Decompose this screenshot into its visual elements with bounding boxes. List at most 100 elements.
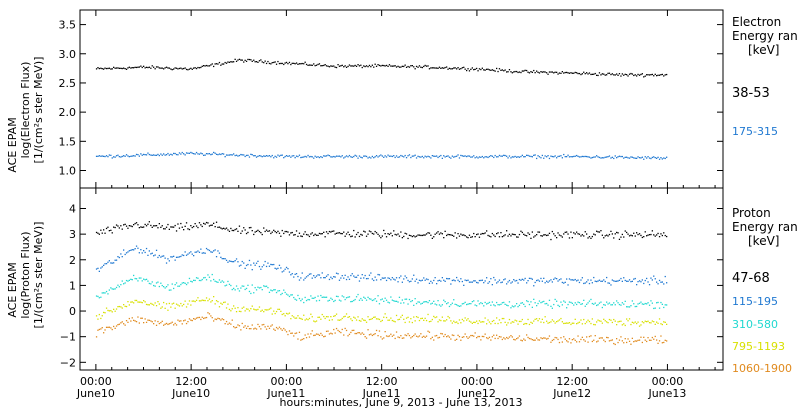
data-point [568,338,571,340]
data-point [374,276,376,278]
data-point [390,279,392,281]
data-point [200,279,202,282]
data-point [620,155,622,158]
y-tick-label: 2 [69,254,76,267]
data-point [244,267,246,269]
data-point [264,60,266,62]
data-point [476,281,478,284]
data-point [477,335,479,338]
data-point [228,283,231,285]
data-point [315,320,318,322]
data-point [101,68,103,70]
data-point [308,64,311,66]
data-point [374,156,376,158]
y-tick-label: 4 [69,203,76,216]
data-point [487,156,489,159]
data-point [477,157,479,159]
series-175-315 [95,151,668,160]
data-point [628,306,631,308]
data-point [291,332,293,334]
data-point [314,276,316,279]
data-point [481,155,483,158]
data-point [195,277,198,279]
data-point [658,340,661,342]
data-point [640,301,642,303]
data-point [130,249,132,251]
data-point [476,337,478,339]
data-point [468,320,471,322]
data-point [371,232,373,235]
data-point [180,67,182,69]
data-point [400,66,402,68]
data-point [134,155,136,157]
data-point [253,233,255,236]
data-point [317,333,319,335]
data-point [405,334,408,337]
data-point [573,304,575,306]
data-point [164,307,166,309]
data-point [185,306,188,308]
data-point [593,156,595,158]
data-point [263,323,265,326]
data-point [656,234,658,236]
proton-legend-unit: [keV] [748,234,779,248]
data-point [418,335,421,337]
data-point [537,302,539,305]
data-point [550,238,552,241]
data-point [357,274,359,276]
data-point [514,339,516,341]
data-point [347,156,349,158]
data-point [405,317,408,319]
data-point [194,223,196,225]
data-point [295,62,298,64]
data-point [433,300,435,302]
data-point [100,67,102,69]
data-point [430,234,432,236]
data-point [597,304,599,306]
data-point [365,155,368,158]
data-point [274,289,276,291]
data-point [566,71,568,74]
data-point [514,70,516,73]
data-point [493,156,495,159]
data-point [335,295,338,297]
data-point [238,58,241,60]
data-point [167,323,169,326]
data-point [497,156,499,158]
data-point [267,309,269,311]
data-point [420,66,422,68]
data-point [447,68,449,70]
data-point [338,279,341,281]
data-point [331,156,333,158]
data-point [534,72,536,74]
data-point [583,235,585,237]
data-point [498,319,501,321]
data-point [117,324,119,326]
data-point [158,223,160,225]
data-point [501,302,503,304]
data-point [355,233,358,236]
data-point [487,319,489,321]
data-point [97,329,99,331]
data-point [553,320,555,322]
data-point [245,308,248,310]
data-point [443,67,445,69]
data-point [361,318,363,320]
data-point [363,319,365,321]
data-point [295,230,298,232]
data-point [327,232,329,235]
data-point [300,277,302,279]
data-point [518,233,521,236]
data-point [413,334,415,337]
data-point [335,155,338,157]
data-point [614,74,616,76]
data-point [413,235,415,237]
data-point [197,153,199,155]
data-point [364,274,366,277]
data-point [630,72,632,75]
data-point [528,277,531,279]
data-point [195,299,198,301]
data-point [434,335,436,337]
data-point [516,70,518,73]
data-point [258,287,261,289]
